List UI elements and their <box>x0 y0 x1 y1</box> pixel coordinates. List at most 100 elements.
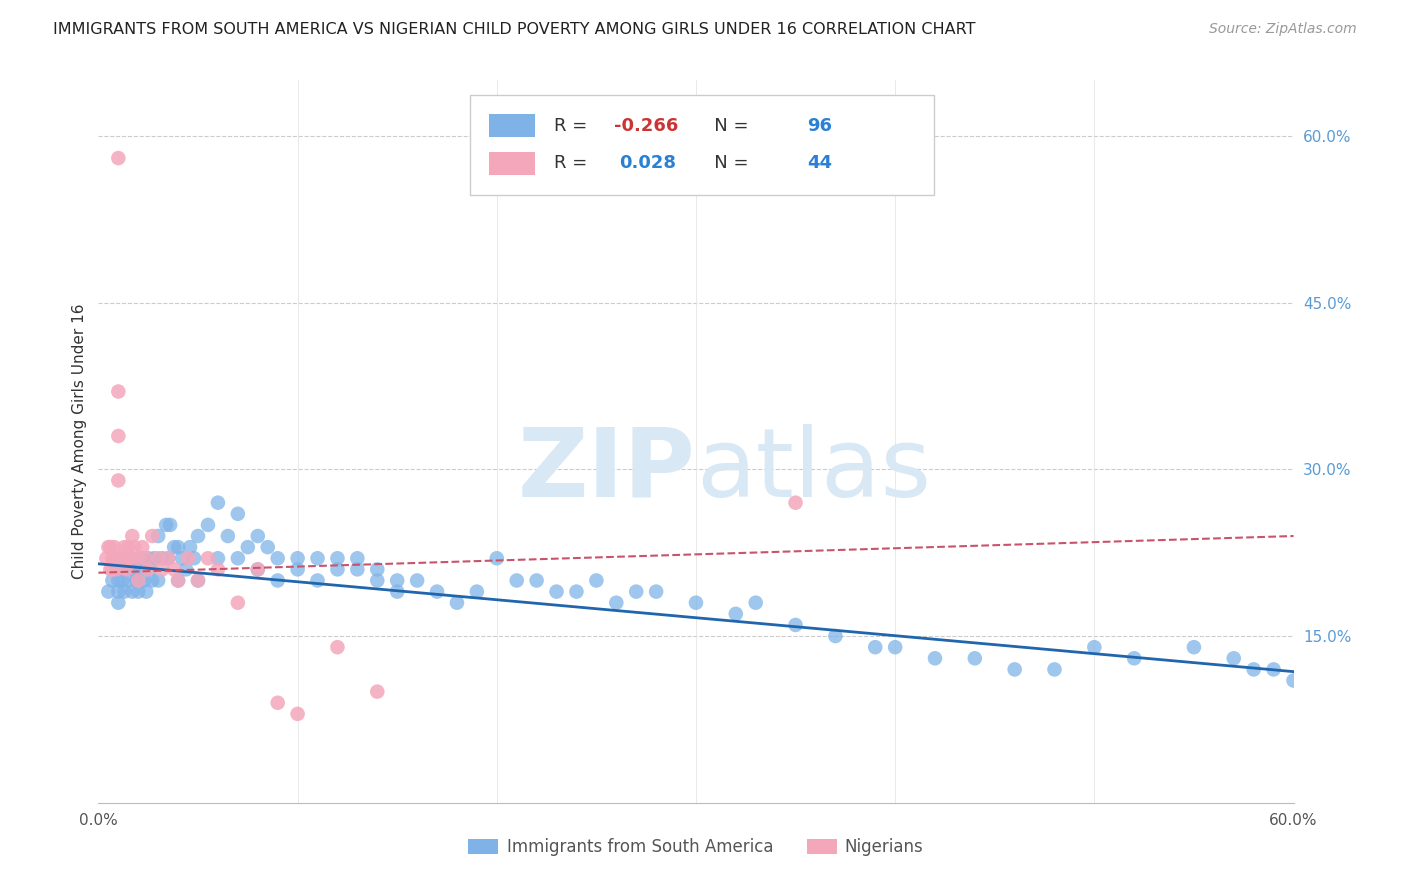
Point <box>267 574 290 588</box>
Text: 96: 96 <box>807 117 832 135</box>
Point <box>366 684 388 698</box>
Point <box>120 551 142 566</box>
Point <box>385 574 409 588</box>
Point <box>963 651 986 665</box>
Point <box>207 551 229 566</box>
Text: IMMIGRANTS FROM SOUTH AMERICA VS NIGERIAN CHILD POVERTY AMONG GIRLS UNDER 16 COR: IMMIGRANTS FROM SOUTH AMERICA VS NIGERIA… <box>53 22 976 37</box>
Point <box>924 651 946 665</box>
Point <box>163 540 186 554</box>
Point <box>107 596 129 610</box>
Point <box>135 551 157 566</box>
Point <box>111 574 134 588</box>
Point <box>96 551 118 566</box>
Point <box>745 596 768 610</box>
Point <box>136 562 159 576</box>
Legend: Immigrants from South America, Nigerians: Immigrants from South America, Nigerians <box>461 831 931 863</box>
Point <box>107 384 129 399</box>
Point <box>1223 651 1246 665</box>
Point <box>124 540 146 554</box>
Point <box>121 584 143 599</box>
Text: R =: R = <box>554 117 593 135</box>
Text: R =: R = <box>554 154 599 172</box>
Text: ZIP: ZIP <box>517 424 696 517</box>
Point <box>307 574 329 588</box>
Point <box>107 584 129 599</box>
Point <box>1004 662 1026 676</box>
Point <box>157 551 180 566</box>
Bar <box>489 114 534 137</box>
Point <box>1083 640 1105 655</box>
Point <box>101 562 124 576</box>
Point <box>406 574 429 588</box>
Point <box>174 562 197 576</box>
Point <box>107 151 129 165</box>
Point <box>167 540 190 554</box>
Point <box>565 584 588 599</box>
Point <box>127 551 149 566</box>
Point <box>326 551 349 566</box>
Point <box>148 529 170 543</box>
Point <box>101 574 124 588</box>
Point <box>115 562 138 576</box>
Point <box>685 596 707 610</box>
Point <box>546 584 568 599</box>
Point <box>107 574 129 588</box>
Point <box>98 562 122 576</box>
Point <box>105 562 128 576</box>
Point <box>246 562 269 576</box>
Point <box>179 540 201 554</box>
Point <box>585 574 607 588</box>
Text: 44: 44 <box>807 154 832 172</box>
FancyBboxPatch shape <box>470 95 934 195</box>
Point <box>1043 662 1066 676</box>
Point <box>256 540 278 554</box>
Point <box>207 496 229 510</box>
Point <box>824 629 846 643</box>
Point <box>785 496 807 510</box>
Point <box>97 540 120 554</box>
Point <box>724 607 747 621</box>
Point <box>346 551 368 566</box>
Text: Source: ZipAtlas.com: Source: ZipAtlas.com <box>1209 22 1357 37</box>
Point <box>605 596 627 610</box>
Point <box>115 562 138 576</box>
Point <box>326 562 349 576</box>
Point <box>124 562 146 576</box>
Text: -0.266: -0.266 <box>613 117 678 135</box>
Point <box>112 540 135 554</box>
Point <box>127 574 149 588</box>
Point <box>226 551 249 566</box>
Point <box>197 551 219 566</box>
Point <box>1243 662 1265 676</box>
Point <box>141 574 163 588</box>
Point <box>105 551 128 566</box>
Point <box>148 574 170 588</box>
Point <box>136 551 159 566</box>
Text: atlas: atlas <box>696 424 931 517</box>
Point <box>134 574 156 588</box>
Point <box>187 574 209 588</box>
Point <box>150 562 173 576</box>
Point <box>127 562 149 576</box>
Point <box>287 706 309 721</box>
Point <box>1263 662 1285 676</box>
Point <box>125 574 148 588</box>
Point <box>177 551 200 566</box>
Point <box>131 540 153 554</box>
Point <box>1123 651 1146 665</box>
Point <box>159 517 181 532</box>
Point <box>366 562 388 576</box>
Point <box>366 574 388 588</box>
Point <box>103 551 125 566</box>
Point <box>135 584 157 599</box>
Point <box>117 540 139 554</box>
Point <box>103 551 125 566</box>
Text: 0.028: 0.028 <box>620 154 676 172</box>
Point <box>526 574 548 588</box>
Point <box>267 696 290 710</box>
Point <box>187 529 209 543</box>
Point <box>226 596 249 610</box>
Point <box>785 618 807 632</box>
Point <box>1182 640 1205 655</box>
Point <box>157 551 180 566</box>
